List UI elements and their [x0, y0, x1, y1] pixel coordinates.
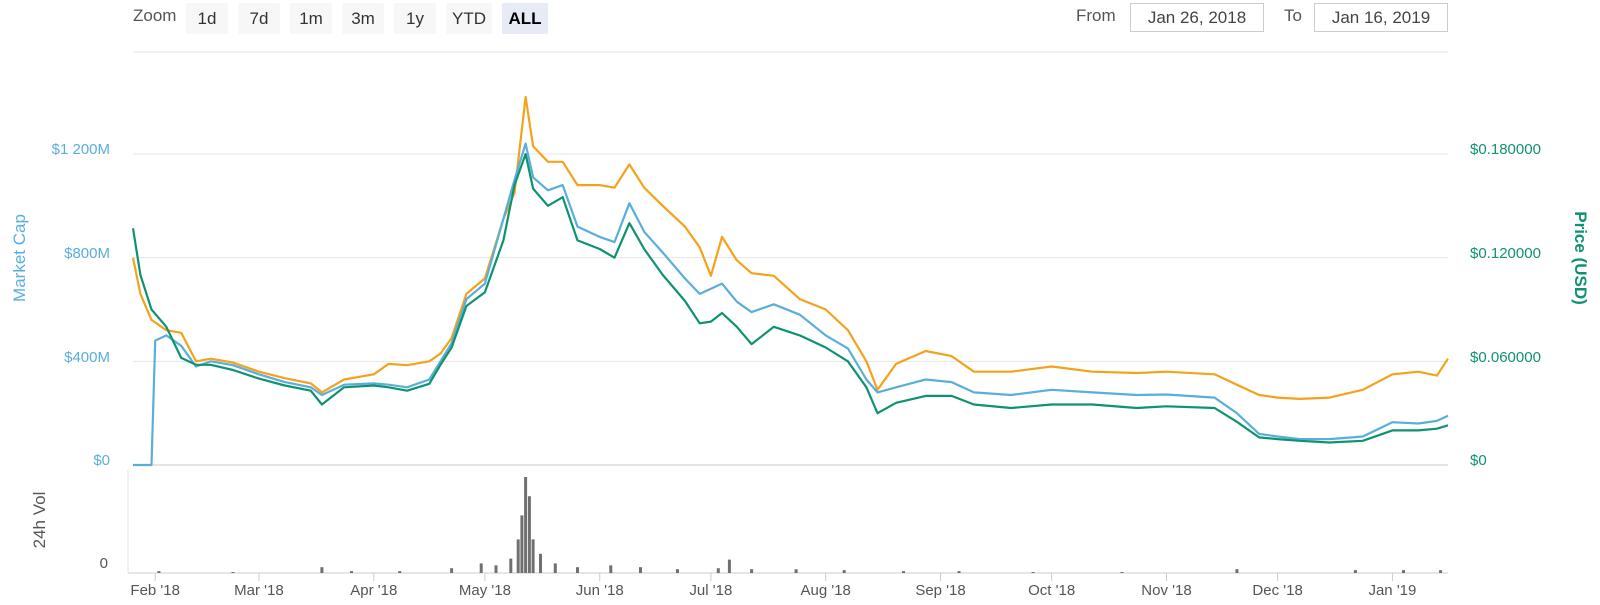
x-tick-label: Jun '18	[576, 582, 624, 599]
volume-bar	[539, 553, 542, 573]
x-tick-label: Jan '19	[1368, 582, 1416, 599]
right-axis-labels: $0 $0.060000 $0.120000 $0.180000	[1470, 141, 1541, 469]
volume-bar	[527, 496, 531, 573]
price-line	[131, 152, 1449, 444]
volume-bar	[750, 569, 754, 573]
volume-bar	[320, 567, 324, 573]
zoom-button-ytd[interactable]: YTD	[446, 3, 492, 34]
volume-bar	[350, 571, 353, 573]
volume-bars	[157, 477, 1443, 573]
volume-bar	[450, 568, 454, 573]
volume-bar	[231, 572, 235, 573]
zoom-button-7d[interactable]: 7d	[238, 3, 280, 34]
x-tick-label: Sep '18	[915, 582, 965, 599]
volume-bar	[1235, 569, 1239, 573]
x-tick-label: Dec '18	[1252, 582, 1302, 599]
volume-bar	[509, 558, 513, 573]
to-date-input[interactable]	[1314, 3, 1448, 32]
market-cap-line	[133, 142, 1449, 467]
left-tick-label: $1 200M	[52, 141, 110, 158]
x-tick-label: Apr '18	[350, 582, 397, 599]
x-tick-label: Jul '18	[689, 582, 732, 599]
left-tick-label: $800M	[64, 245, 110, 262]
x-tick-label: Oct '18	[1028, 582, 1075, 599]
volume-bar	[1031, 572, 1035, 573]
right-tick-label: $0	[1470, 452, 1487, 469]
right-tick-label: $0.060000	[1470, 349, 1541, 366]
right-tick-label: $0.120000	[1470, 245, 1541, 262]
x-axis: Feb '18 Mar '18 Apr '18 May '18 Jun '18 Jul '…	[130, 573, 1416, 599]
volume-bar	[553, 563, 557, 573]
volume-bar	[494, 565, 498, 573]
volume-bar	[609, 565, 613, 573]
x-tick-label: Nov '18	[1141, 582, 1191, 599]
volume-bar	[727, 559, 731, 573]
left-axis-labels: $0 $400M $800M $1 200M	[52, 141, 110, 469]
volume-axis-title: 24h Vol	[30, 492, 49, 549]
volume-bar	[639, 567, 642, 573]
right-tick-label: $0.180000	[1470, 141, 1541, 158]
x-tick-label: Mar '18	[234, 582, 284, 599]
x-tick-label: Aug '18	[800, 582, 850, 599]
price-axis-title: Price (USD)	[1571, 211, 1590, 305]
zoom-button-3m[interactable]: 3m	[342, 3, 384, 34]
volume-bar	[1439, 570, 1443, 573]
left-tick-label: $0	[93, 452, 110, 469]
orange-series-line	[131, 95, 1449, 400]
volume-bar	[1120, 572, 1124, 573]
volume-bar	[902, 571, 905, 573]
main-gridlines	[133, 153, 1448, 466]
volume-bar	[716, 568, 720, 573]
volume-bar	[398, 571, 402, 573]
zoom-button-1d[interactable]: 1d	[186, 3, 228, 34]
volume-zero-label: 0	[100, 555, 108, 572]
zoom-button-1m[interactable]: 1m	[290, 3, 332, 34]
volume-bar	[1353, 570, 1357, 573]
volume-bar	[1402, 570, 1405, 573]
volume-bar	[520, 515, 524, 573]
zoom-button-1y[interactable]: 1y	[394, 3, 436, 34]
volume-bar	[676, 569, 679, 573]
left-tick-label: $400M	[64, 349, 110, 366]
to-label: To	[1284, 6, 1302, 25]
x-tick-label: Feb '18	[130, 582, 180, 599]
volume-bar	[842, 570, 846, 573]
volume-bar	[479, 563, 483, 573]
series-lines	[131, 95, 1449, 467]
volume-bar	[524, 477, 528, 573]
from-date-input[interactable]	[1130, 3, 1264, 32]
volume-bar	[576, 567, 579, 573]
volume-bar	[794, 569, 798, 573]
market-cap-axis-title: Market Cap	[10, 214, 29, 302]
zoom-label: Zoom	[133, 6, 177, 25]
volume-bar	[957, 571, 961, 573]
volume-bar	[531, 539, 535, 573]
volume-bar	[516, 539, 520, 573]
from-label: From	[1076, 6, 1116, 25]
volume-bar	[157, 571, 161, 573]
x-tick-label: May '18	[459, 582, 511, 599]
zoom-button-all[interactable]: ALL	[502, 3, 548, 34]
